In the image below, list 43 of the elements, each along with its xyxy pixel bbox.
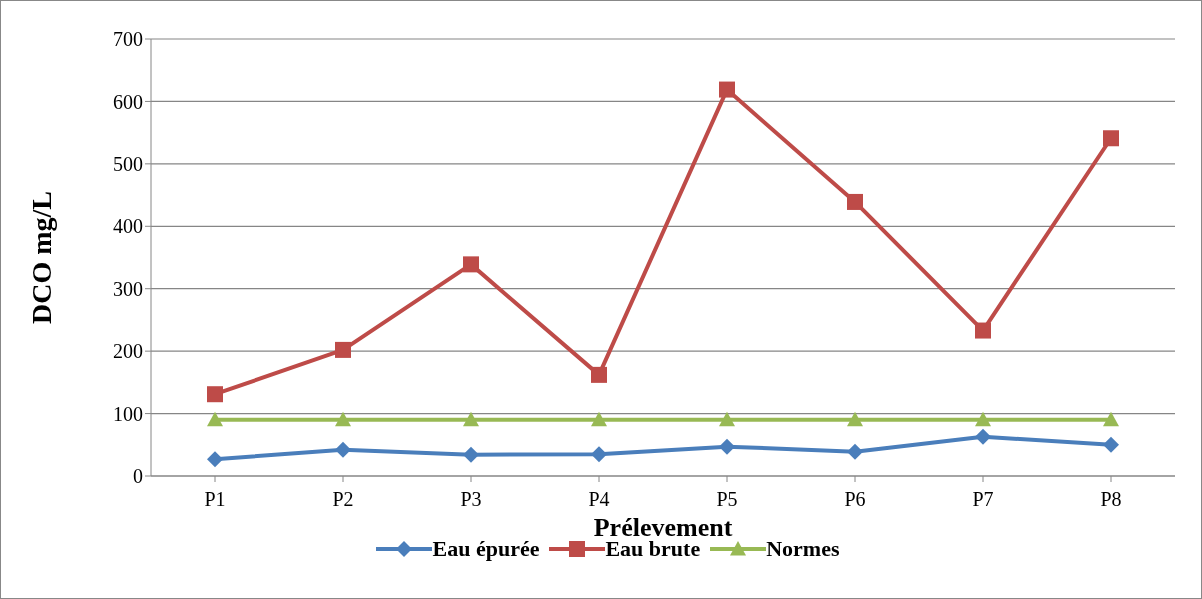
x-tick-label: P1: [204, 488, 226, 511]
point: [335, 341, 351, 358]
point: [591, 446, 607, 463]
point: [1103, 411, 1119, 427]
y-tick-label: 300: [113, 277, 143, 300]
point: [719, 411, 735, 427]
point: [719, 81, 735, 98]
point: [207, 411, 223, 427]
y-tick-label: 700: [113, 28, 143, 51]
legend-label: Eau épurée: [432, 536, 540, 562]
point: [591, 411, 607, 427]
x-tick-label: P6: [844, 488, 866, 511]
point: [463, 411, 479, 427]
legend-label: Normes: [766, 536, 840, 562]
point: [719, 438, 735, 455]
point: [207, 386, 223, 403]
point: [847, 193, 863, 210]
x-tick-label: P8: [1100, 488, 1122, 511]
y-tick-label: 100: [113, 402, 143, 425]
x-tick-label: P3: [460, 488, 482, 511]
x-tick-label: P4: [588, 488, 610, 511]
point: [847, 443, 863, 460]
point: [975, 428, 991, 445]
x-tick-label: P5: [716, 488, 738, 511]
x-tick-label: P7: [972, 488, 994, 511]
point: [335, 441, 351, 458]
point: [975, 322, 991, 339]
point: [847, 411, 863, 427]
y-tick-label: 200: [113, 340, 143, 363]
point: [591, 366, 607, 383]
point: [463, 256, 479, 273]
y-tick-label: 400: [113, 215, 143, 238]
point: [207, 451, 223, 468]
point: [975, 411, 991, 427]
y-tick-label: 0: [133, 465, 143, 488]
x-tick-label: P2: [332, 488, 354, 511]
point: [1103, 436, 1119, 453]
y-tick-label: 600: [113, 90, 143, 113]
point: [335, 411, 351, 427]
point: [1103, 130, 1119, 147]
point: [463, 446, 479, 463]
y-axis-title: DCO mg/L: [25, 191, 57, 324]
y-tick-label: 500: [113, 152, 143, 175]
